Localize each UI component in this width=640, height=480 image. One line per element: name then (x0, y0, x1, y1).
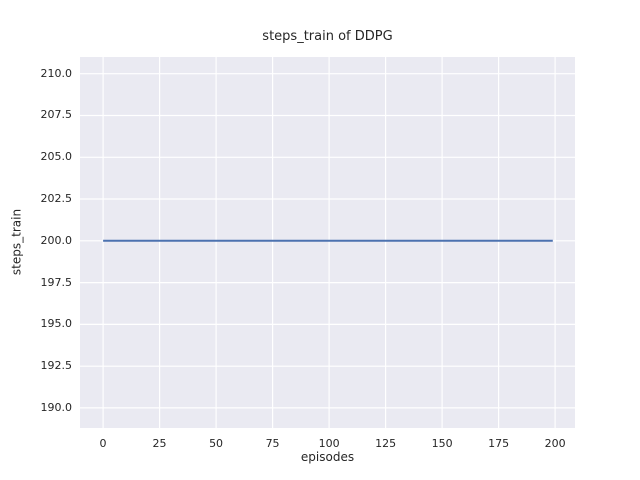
y-tick-label: 200.0 (40, 233, 73, 247)
x-axis-label: episodes (300, 450, 355, 464)
y-tick-label: 210.0 (40, 66, 73, 80)
x-tick-label: 200 (544, 437, 566, 450)
y-tick-label: 207.5 (40, 108, 73, 122)
y-tick-label: 190.0 (40, 400, 73, 414)
y-tick-label: 192.5 (40, 359, 73, 373)
y-tick-label: 205.0 (40, 150, 73, 164)
x-tick-label: 50 (209, 437, 224, 450)
x-tick-label: 175 (488, 437, 510, 450)
y-tick-label: 195.0 (40, 317, 73, 331)
chart-title: steps_train of DDPG (262, 29, 393, 44)
y-tick-label: 197.5 (40, 275, 73, 289)
plot-canvas (80, 57, 575, 428)
plot-area (80, 57, 575, 428)
x-tick-label: 0 (99, 437, 107, 450)
x-tick-label: 125 (375, 437, 397, 450)
x-tick-label: 150 (431, 437, 453, 450)
x-tick-label: 75 (265, 437, 280, 450)
y-tick-label: 202.5 (40, 192, 73, 206)
x-tick-label: 100 (318, 437, 340, 450)
x-tick-label: 25 (152, 437, 167, 450)
